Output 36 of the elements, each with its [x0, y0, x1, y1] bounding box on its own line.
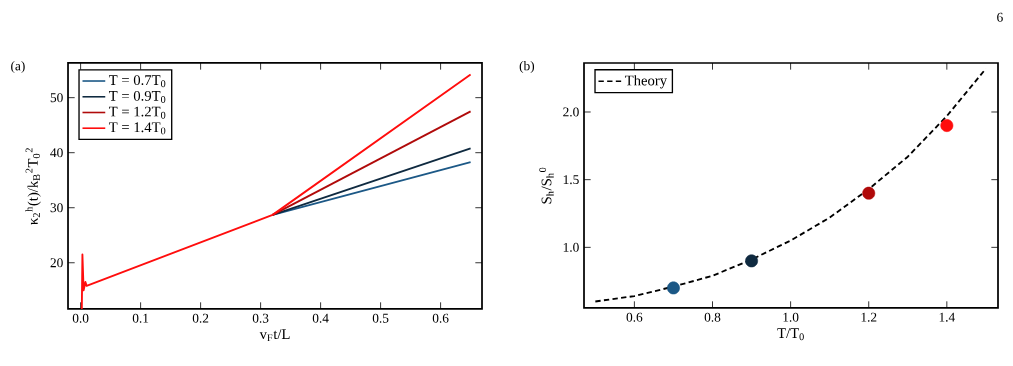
text: κ$_{2}$$^{h}$(t)/k$_{B}$$^{2}$T$_{0}$2: [25, 148, 41, 225]
legend-label: T = 0.7T$_{0}$: [108, 75, 166, 88]
chart-title: (b): [519, 60, 535, 74]
x-tick-label: 1.0: [783, 312, 799, 322]
legend-label: T = 1.4T$_{0}$: [108, 122, 166, 135]
legend-label: Theory: [624, 75, 668, 89]
point: [862, 186, 876, 200]
point: [667, 281, 680, 295]
text: 6: [997, 12, 1003, 22]
x-tick-label: 1.2: [861, 312, 877, 322]
y-axis-title: S$_{h}$/S$_{h}$0: [539, 167, 554, 204]
point: [745, 254, 758, 268]
x-tick-label: 0.8: [704, 312, 721, 322]
x-tick-label: 0.2: [192, 313, 209, 323]
x-tick-label: 1.4: [939, 312, 955, 322]
y-tick-label: 40: [50, 148, 63, 158]
x-tick-label: 0.6: [432, 313, 449, 323]
x-tick-label: 0.1: [132, 313, 149, 323]
x-tick-label: 0.3: [252, 313, 269, 323]
y-tick-label: 30: [50, 203, 63, 213]
chart-title: (a): [11, 60, 25, 74]
point: [940, 119, 954, 132]
legend-label: T = 1.2T$_{0}$: [108, 106, 166, 119]
y-tick-label: 2.0: [563, 107, 579, 117]
y-tick-label: 1.0: [563, 242, 579, 252]
y-tick-label: 1.5: [563, 175, 579, 185]
x-axis-title: T/T$_{0}$: [777, 328, 804, 341]
x-tick-label: 0.0: [72, 313, 89, 323]
x-axis-title: v$_{F}$t/L: [259, 329, 290, 342]
line-series: [80, 73, 472, 310]
y-tick-label: 20: [50, 258, 63, 268]
x-tick-label: 0.6: [626, 312, 643, 322]
y-tick-label: 50: [50, 93, 63, 103]
x-tick-label: 0.4: [312, 313, 329, 323]
x-tick-label: 0.5: [372, 313, 389, 323]
legend-label: T = 0.9T$_{0}$: [108, 90, 166, 103]
